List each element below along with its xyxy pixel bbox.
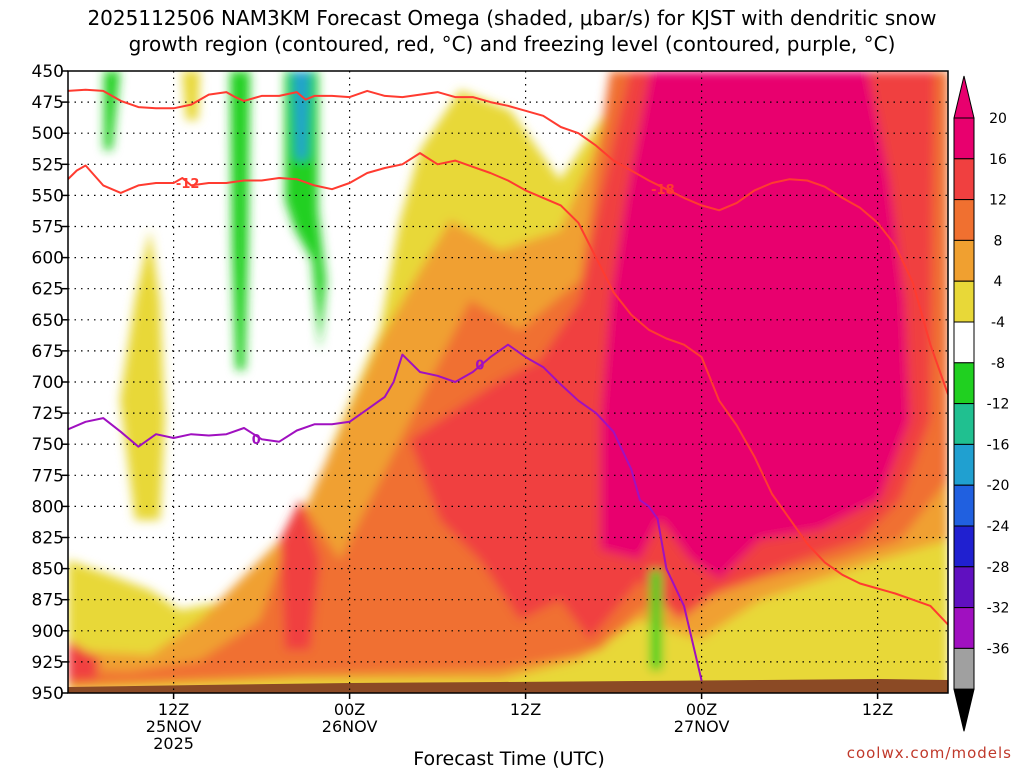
x-tick-label: 12Z [510, 700, 541, 719]
x-tick-label: 25NOV [146, 717, 202, 736]
colorbar-label: -32 [987, 601, 1010, 617]
colorbar-swatch [953, 566, 975, 609]
omega-field-red-low2 [68, 640, 100, 680]
plot-area: -12 -18 0 0 [68, 71, 948, 693]
colorbar-label: 4 [994, 274, 1003, 290]
y-tick-label: 525 [32, 155, 64, 175]
y-tick-label: 750 [32, 435, 64, 455]
omega-field-green-col3 [285, 71, 326, 350]
y-tick-label: 825 [32, 529, 64, 549]
isotherm-label: -18 [651, 183, 675, 198]
y-tick-label: 600 [32, 249, 64, 269]
y-tick-label: 625 [32, 280, 64, 300]
colorbar-swatch [953, 484, 975, 527]
colorbar-label: -12 [987, 397, 1010, 413]
y-tick-label: 725 [32, 404, 64, 424]
y-tick-label: 700 [32, 373, 64, 393]
y-tick-label: 950 [32, 684, 64, 704]
colorbar-swatch [953, 280, 975, 323]
terrain-ground [68, 679, 948, 693]
colorbar-swatch [953, 321, 975, 364]
colorbar-swatch [953, 607, 975, 649]
colorbar-label: -28 [987, 560, 1010, 576]
colorbar: 20 16 12 8 4 -4 -8 -12 -16 -20 -24 -28 -32 -36 [953, 75, 1010, 732]
y-tick-label: 925 [32, 653, 64, 673]
colorbar-label: 20 [989, 111, 1007, 127]
omega-field-magenta [600, 71, 910, 580]
isotherm-label: 0 [252, 433, 261, 448]
x-tick-label: 00Z [686, 700, 717, 719]
colorbar-min-arrow [953, 688, 975, 732]
omega-shading [68, 71, 948, 693]
y-tick-label: 500 [32, 124, 64, 144]
colorbar-swatch [953, 647, 975, 690]
x-tick-label: 12Z [862, 700, 893, 719]
omega-field-yellow-column2 [182, 71, 200, 120]
x-tick-label: 2025 [153, 734, 194, 753]
y-tick-label: 900 [32, 622, 64, 642]
colorbar-swatch [953, 158, 975, 201]
isotherm-label: 0 [475, 359, 484, 374]
watermark: coolwx.com/models [847, 744, 1012, 762]
chart-title-line2: growth region (contoured, red, °C) and f… [129, 32, 896, 56]
y-tick-label: 775 [32, 466, 64, 486]
colorbar-swatch [953, 443, 975, 486]
y-tick-label: 675 [32, 342, 64, 362]
colorbar-label: 12 [989, 193, 1007, 209]
y-tick-label: 575 [32, 218, 64, 238]
colorbar-swatch [953, 362, 975, 405]
y-tick-label: 475 [32, 93, 64, 113]
isotherm-dgz-lower [68, 152, 948, 626]
colorbar-label: 8 [994, 233, 1003, 249]
isotherm-freezing-level [68, 343, 703, 681]
isotherm-contours: -12 -18 0 0 [68, 88, 948, 681]
y-axis: 450 475 500 525 550 575 600 625 650 675 700 725 750 7… [32, 62, 68, 704]
y-tick-label: 850 [32, 560, 64, 580]
y-tick-label: 450 [32, 62, 64, 82]
omega-field-green-col2 [230, 71, 250, 370]
y-tick-label: 550 [32, 186, 64, 206]
chart-title-line1: 2025112506 NAM3KM Forecast Omega (shaded… [87, 6, 936, 30]
colorbar-label: -36 [987, 641, 1010, 657]
colorbar-swatch [953, 525, 975, 568]
omega-field-green-col1 [104, 71, 120, 150]
colorbar-max-arrow [953, 75, 975, 119]
colorbar-label: -24 [987, 519, 1010, 535]
x-tick-label: 00Z [334, 700, 365, 719]
x-tick-label: 26NOV [322, 717, 378, 736]
colorbar-label: -8 [991, 356, 1005, 372]
colorbar-swatch [953, 117, 975, 160]
colorbar-swatch [953, 403, 975, 445]
x-tick-label: 12Z [158, 700, 189, 719]
colorbar-label: -20 [987, 478, 1010, 494]
colorbar-swatch [953, 239, 975, 282]
colorbar-label: -16 [987, 437, 1010, 453]
isotherm-label: -12 [176, 177, 200, 192]
y-tick-label: 800 [32, 497, 64, 517]
colorbar-label: 16 [989, 152, 1007, 168]
x-tick-label: 27NOV [674, 717, 730, 736]
y-tick-label: 875 [32, 591, 64, 611]
x-axis-label: Forecast Time (UTC) [413, 748, 604, 768]
y-tick-label: 650 [32, 311, 64, 331]
omega-field-green-col4 [650, 570, 662, 670]
colorbar-label: -4 [991, 315, 1005, 331]
isotherm-dgz-upper [68, 88, 948, 395]
omega-field-yellow-column1 [120, 230, 165, 520]
colorbar-swatch [953, 199, 975, 241]
